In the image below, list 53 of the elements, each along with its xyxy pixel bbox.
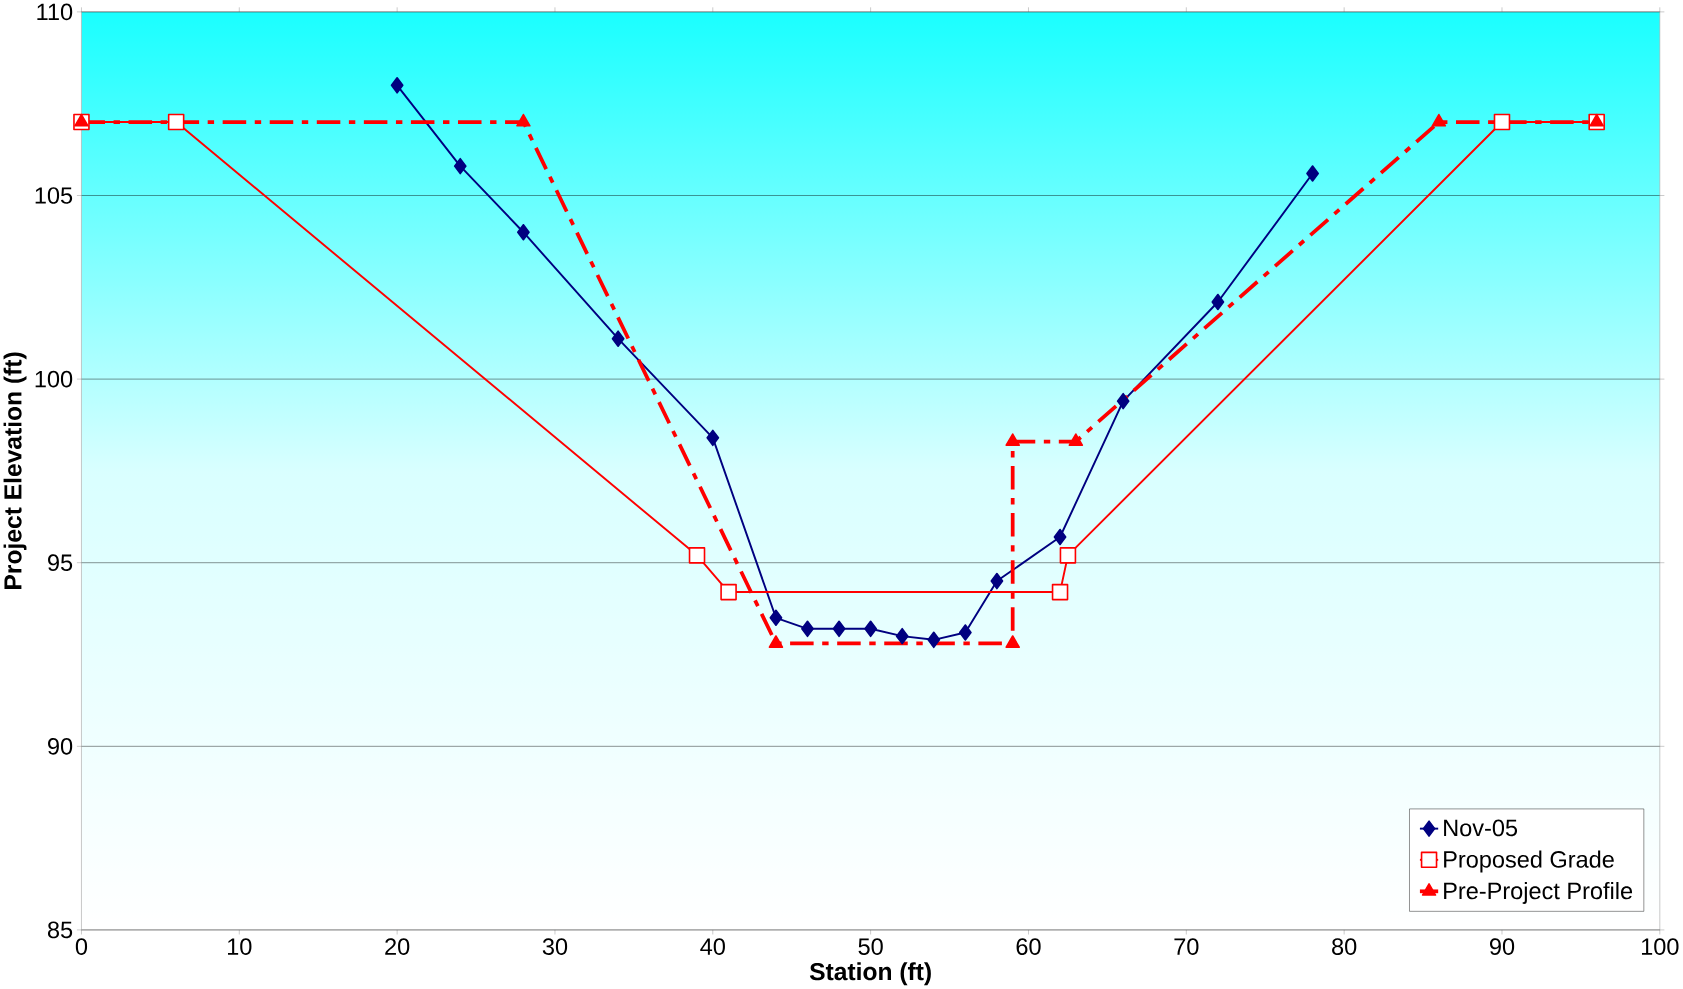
point: [769, 609, 783, 627]
point: [1211, 293, 1225, 311]
y-tick-label: 105: [35, 187, 73, 204]
point: [1589, 113, 1604, 127]
point: [801, 620, 814, 638]
point: [1306, 165, 1319, 182]
point: [1068, 433, 1084, 447]
point: [927, 631, 941, 649]
point: [832, 620, 846, 638]
x-tick-label: 30: [542, 938, 568, 956]
point: [1059, 547, 1077, 564]
point: [167, 113, 185, 131]
point: [864, 620, 878, 638]
point: [611, 330, 625, 348]
point: [516, 113, 531, 127]
legend-label: Pre-Project Profile: [1444, 882, 1633, 905]
point: [958, 624, 972, 641]
point: [390, 77, 404, 94]
point: [516, 224, 530, 241]
x-tick-label: 90: [1490, 938, 1515, 956]
point: [453, 157, 467, 175]
y-tick-label: 90: [48, 738, 73, 755]
point: [768, 635, 784, 649]
point: [990, 572, 1004, 590]
point: [74, 113, 89, 127]
x-tick-label: 0: [75, 938, 88, 956]
point: [1053, 528, 1067, 546]
point: [1051, 583, 1069, 601]
point: [720, 583, 737, 601]
x-axis-title: Station (ft): [809, 962, 931, 986]
x-tick-label: 80: [1332, 938, 1357, 956]
x-tick-label: 60: [1016, 938, 1041, 956]
y-tick-label: 85: [47, 921, 73, 939]
legend-label: Proposed Grade: [1444, 850, 1614, 873]
y-tick-label: 110: [37, 3, 73, 21]
y-tick-label: 95: [48, 554, 73, 572]
x-tick-label: 40: [700, 938, 725, 956]
point: [1116, 392, 1130, 410]
legend-label: Nov-05: [1444, 819, 1518, 837]
point: [706, 429, 720, 447]
y-tick-label: 100: [35, 370, 73, 388]
x-tick-label: 20: [385, 938, 410, 956]
point: [1493, 113, 1511, 131]
y-axis-title: Project Elevation (ft): [3, 352, 27, 589]
x-tick-label: 70: [1174, 938, 1199, 956]
point: [688, 547, 706, 564]
x-tick-label: 10: [228, 938, 252, 956]
x-tick-label: 100: [1641, 938, 1679, 956]
point: [1431, 113, 1447, 127]
point: [1005, 635, 1020, 649]
point: [1005, 433, 1020, 447]
x-tick-label: 50: [858, 938, 883, 956]
point: [895, 627, 909, 645]
